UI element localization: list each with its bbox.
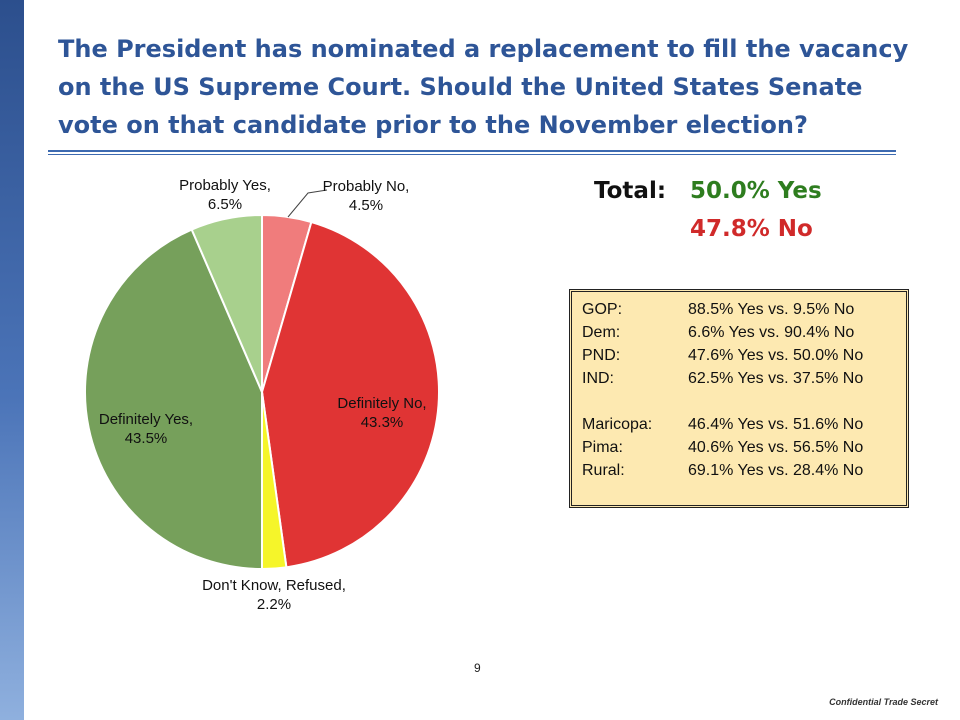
label-probably-no: Probably No, 4.5% — [323, 178, 410, 214]
breakdown-row-maricopa: Maricopa: 46.4% Yes vs. 51.6% No — [582, 413, 906, 436]
breakdown-row-gop: GOP: 88.5% Yes vs. 9.5% No — [582, 298, 906, 321]
breakdown-row-dem: Dem: 6.6% Yes vs. 90.4% No — [582, 321, 906, 344]
breakdown-row-value: 46.4% Yes vs. 51.6% No — [688, 416, 864, 433]
breakdown-row-label: PND: — [582, 347, 621, 364]
breakdown-row-ind: IND: 62.5% Yes vs. 37.5% No — [582, 367, 906, 390]
slice-definitely-no — [260, 220, 440, 569]
slide-title: The President has nominated a replacemen… — [58, 35, 909, 139]
label-definitely-no: Definitely No, 43.3% — [337, 395, 426, 431]
total-yes-value: 50.0% Yes — [690, 178, 822, 204]
side-accent-bar — [0, 0, 24, 720]
label-probably-yes: Probably Yes, 6.5% — [179, 177, 271, 213]
breakdown-row-value: 62.5% Yes vs. 37.5% No — [688, 370, 864, 387]
breakdown-row-value: 69.1% Yes vs. 28.4% No — [688, 462, 864, 479]
label-dont-know: Don't Know, Refused, 2.2% — [202, 577, 346, 613]
breakdown-row-value: 88.5% Yes vs. 9.5% No — [688, 301, 855, 318]
breakdown-row-rural: Rural: 69.1% Yes vs. 28.4% No — [582, 459, 906, 482]
pie-chart: Probably No, 4.5% Definitely No, 43.3% Don't… — [84, 177, 440, 613]
breakdown-row-pnd: PND: 47.6% Yes vs. 50.0% No — [582, 344, 906, 367]
leader-line-probably-no — [287, 189, 328, 218]
breakdown-box: GOP: 88.5% Yes vs. 9.5% No Dem: 6.6% Yes… — [569, 289, 909, 508]
breakdown-row-value: 40.6% Yes vs. 56.5% No — [688, 439, 864, 456]
confidential-footer: Confidential Trade Secret — [829, 697, 938, 707]
breakdown-row-value: 6.6% Yes vs. 90.4% No — [688, 324, 855, 341]
breakdown-row-label: Dem: — [582, 324, 621, 341]
title-divider — [48, 150, 896, 155]
breakdown-row-label: Maricopa: — [582, 416, 653, 433]
breakdown-spacer — [582, 390, 906, 413]
total-label: Total: — [594, 178, 667, 204]
breakdown-row-label: Rural: — [582, 462, 625, 479]
breakdown-row-label: Pima: — [582, 439, 623, 456]
total-no-value: 47.8% No — [690, 216, 813, 242]
breakdown-row-label: GOP: — [582, 301, 623, 318]
breakdown-row-label: IND: — [582, 370, 614, 387]
breakdown-row-pima: Pima: 40.6% Yes vs. 56.5% No — [582, 436, 906, 459]
breakdown-row-value: 47.6% Yes vs. 50.0% No — [688, 347, 864, 364]
slice-definitely-yes — [84, 228, 263, 571]
page-number: 9 — [474, 661, 481, 675]
slice-probably-yes — [190, 213, 263, 393]
label-definitely-yes: Definitely Yes, 43.5% — [99, 411, 193, 447]
